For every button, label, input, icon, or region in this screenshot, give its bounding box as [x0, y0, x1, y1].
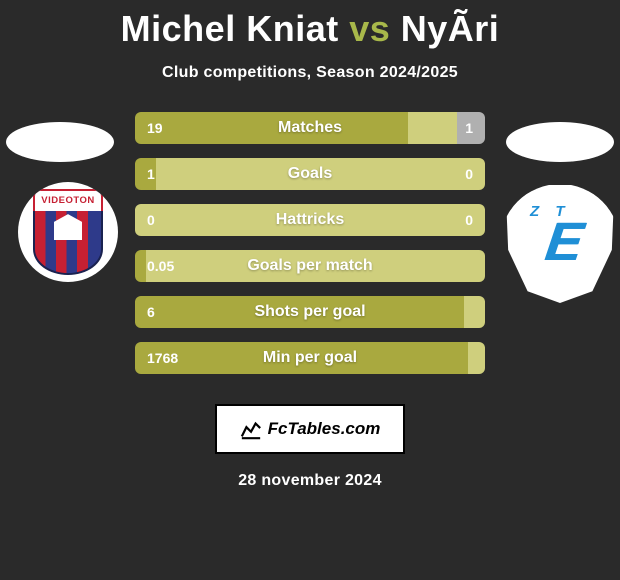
source-text: FcTables.com: [268, 419, 381, 439]
videoton-crest-icon: [33, 189, 103, 275]
zte-crest-shield: [506, 185, 614, 303]
player1-portrait-placeholder: [6, 122, 114, 162]
stat-row-goals-per-match: 0.05Goals per match: [135, 250, 485, 282]
vs-separator: vs: [349, 8, 390, 49]
snapshot-date: 28 november 2024: [0, 472, 620, 490]
player2-club-crest: [500, 184, 620, 304]
stat-label: Min per goal: [135, 342, 485, 374]
player2-name: NyÃri: [401, 8, 500, 49]
subtitle: Club competitions, Season 2024/2025: [0, 64, 620, 82]
stat-label: Shots per goal: [135, 296, 485, 328]
stat-row-shots-per-goal: 6Shots per goal: [135, 296, 485, 328]
stat-label: Hattricks: [135, 204, 485, 236]
stat-row-hattricks: 00Hattricks: [135, 204, 485, 236]
stat-row-matches: 191Matches: [135, 112, 485, 144]
stats-container: 191Matches 10Goals 00Hattricks 0.05Goals pe…: [135, 112, 485, 388]
stat-row-goals: 10Goals: [135, 158, 485, 190]
stat-label: Goals: [135, 158, 485, 190]
comparison-title: Michel Kniat vs NyÃri: [0, 0, 620, 50]
player1-name: Michel Kniat: [121, 8, 339, 49]
player2-portrait-placeholder: [506, 122, 614, 162]
player1-club-crest: [18, 182, 118, 282]
stat-label: Goals per match: [135, 250, 485, 282]
source-badge[interactable]: FcTables.com: [215, 404, 405, 454]
stat-label: Matches: [135, 112, 485, 144]
chart-icon: [240, 418, 262, 440]
stat-row-min-per-goal: 1768Min per goal: [135, 342, 485, 374]
zte-crest-icon: [512, 191, 608, 297]
main-content: 191Matches 10Goals 00Hattricks 0.05Goals pe…: [0, 112, 620, 392]
